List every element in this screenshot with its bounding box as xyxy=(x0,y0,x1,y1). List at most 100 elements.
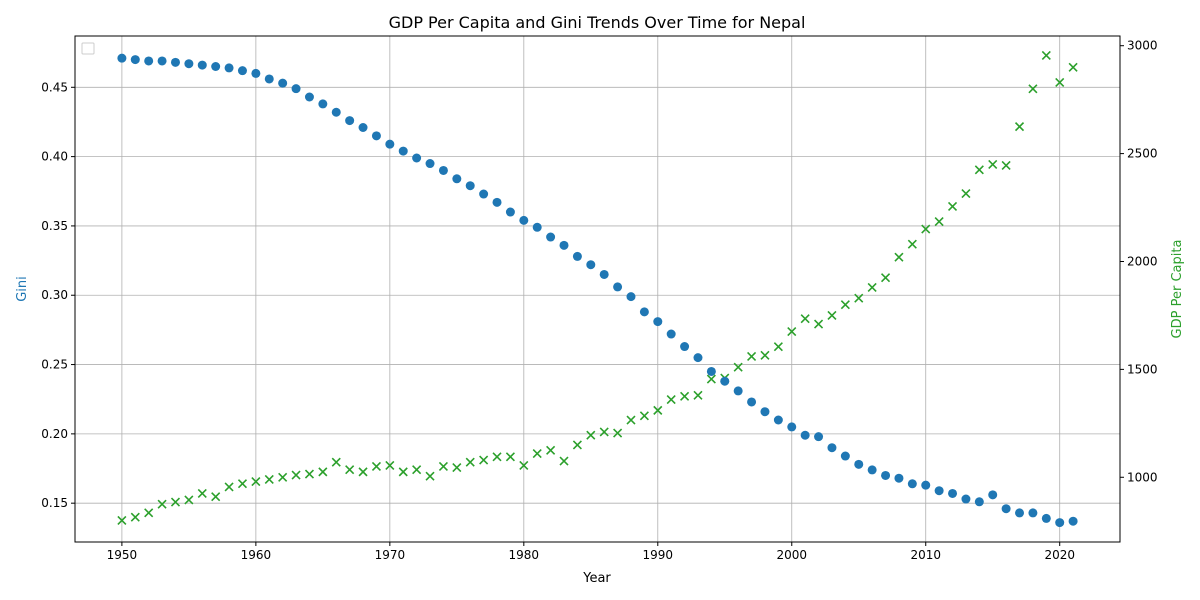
left-tick-label: 0.15 xyxy=(41,496,68,510)
gini-point xyxy=(505,207,515,217)
gini-point xyxy=(358,122,368,132)
gini-point xyxy=(264,74,274,84)
gdp-point xyxy=(947,201,958,212)
gini-point xyxy=(572,251,582,261)
gdp-point xyxy=(907,239,917,249)
gdp-point xyxy=(773,342,783,352)
left-tick-label: 0.40 xyxy=(41,150,68,164)
gini-point xyxy=(371,131,381,141)
gdp-point xyxy=(224,482,234,492)
gdp-point xyxy=(626,415,636,425)
gdp-point xyxy=(304,469,315,479)
gdp-point xyxy=(452,462,462,473)
gdp-point xyxy=(733,362,743,372)
gini-point xyxy=(666,329,676,339)
gini-point xyxy=(988,490,998,500)
gdp-point xyxy=(880,273,891,283)
right-tick-label: 1500 xyxy=(1127,362,1158,376)
gini-point xyxy=(318,99,328,109)
gini-point xyxy=(532,222,542,232)
gini-point xyxy=(385,139,395,149)
gini-point xyxy=(492,197,502,207)
gdp-point xyxy=(197,488,207,499)
gini-point xyxy=(251,68,261,78)
gini-point xyxy=(626,292,636,302)
gdp-point xyxy=(586,430,596,440)
gdp-point xyxy=(144,508,154,518)
gdp-point xyxy=(1041,50,1051,60)
gdp-point xyxy=(157,499,167,509)
gdp-point xyxy=(974,165,984,175)
gdp-point xyxy=(398,467,408,477)
gini-point xyxy=(653,317,663,327)
left-axis-title: Gini xyxy=(15,276,30,302)
gdp-point xyxy=(988,159,998,169)
gini-point xyxy=(867,465,877,475)
gini-point xyxy=(331,107,341,117)
gdp-point xyxy=(184,495,194,505)
gini-point xyxy=(197,60,207,70)
gini-point xyxy=(278,78,288,88)
x-tick-label: 1960 xyxy=(241,548,272,562)
gini-point xyxy=(1015,508,1025,518)
gdp-point xyxy=(559,456,569,466)
gdp-point xyxy=(505,452,515,462)
x-tick-label: 1950 xyxy=(107,548,138,562)
gini-point xyxy=(117,53,127,63)
gdp-point xyxy=(1068,62,1078,72)
gdp-point xyxy=(331,457,341,467)
gdp-point xyxy=(358,467,368,477)
gdp-point xyxy=(599,427,609,437)
x-tick-label: 1970 xyxy=(375,548,406,562)
left-tick-label: 0.30 xyxy=(41,288,68,302)
gini-point xyxy=(452,174,462,184)
gini-point xyxy=(854,459,864,469)
gdp-point xyxy=(291,470,301,480)
gini-point xyxy=(465,181,475,191)
gdp-point xyxy=(371,461,382,472)
gini-point xyxy=(130,55,140,65)
gini-point xyxy=(184,59,194,69)
gdp-point xyxy=(1028,84,1038,94)
gini-point xyxy=(800,430,810,440)
gini-series xyxy=(117,53,1078,528)
gini-point xyxy=(211,61,221,71)
gdp-point xyxy=(800,314,810,324)
gini-point xyxy=(438,165,448,175)
gini-point xyxy=(948,488,958,498)
gdp-point xyxy=(425,471,435,481)
gdp-point xyxy=(894,252,904,262)
gini-point xyxy=(693,353,703,363)
gdp-point xyxy=(385,460,395,470)
gdp-point xyxy=(867,282,877,292)
right-tick-label: 2500 xyxy=(1127,147,1158,161)
gdp-point xyxy=(747,351,757,361)
gini-point xyxy=(787,422,797,432)
gini-point xyxy=(894,473,904,483)
left-tick-label: 0.35 xyxy=(41,219,68,233)
gini-point xyxy=(907,479,917,489)
gdp-point xyxy=(170,497,181,507)
gdp-point xyxy=(706,374,716,384)
gini-point xyxy=(974,497,984,507)
right-axis-title: GDP Per Capita xyxy=(1170,240,1185,339)
gini-point xyxy=(1068,516,1078,526)
left-tick-label: 0.20 xyxy=(41,427,68,441)
gdp-point xyxy=(117,515,127,525)
gdp-point xyxy=(787,327,797,337)
gini-point xyxy=(1041,513,1051,523)
x-tick-label: 1980 xyxy=(509,548,540,562)
gini-point xyxy=(814,432,824,442)
gdp-point xyxy=(237,479,248,489)
gini-point xyxy=(840,451,850,461)
gdp-point xyxy=(760,350,770,360)
gdp-point xyxy=(639,411,649,421)
gini-point xyxy=(599,269,609,279)
gini-point xyxy=(1055,518,1065,528)
left-tick-label: 0.45 xyxy=(41,80,68,94)
gini-point xyxy=(720,376,730,386)
gini-point xyxy=(586,260,596,270)
gdp-point xyxy=(318,467,328,477)
